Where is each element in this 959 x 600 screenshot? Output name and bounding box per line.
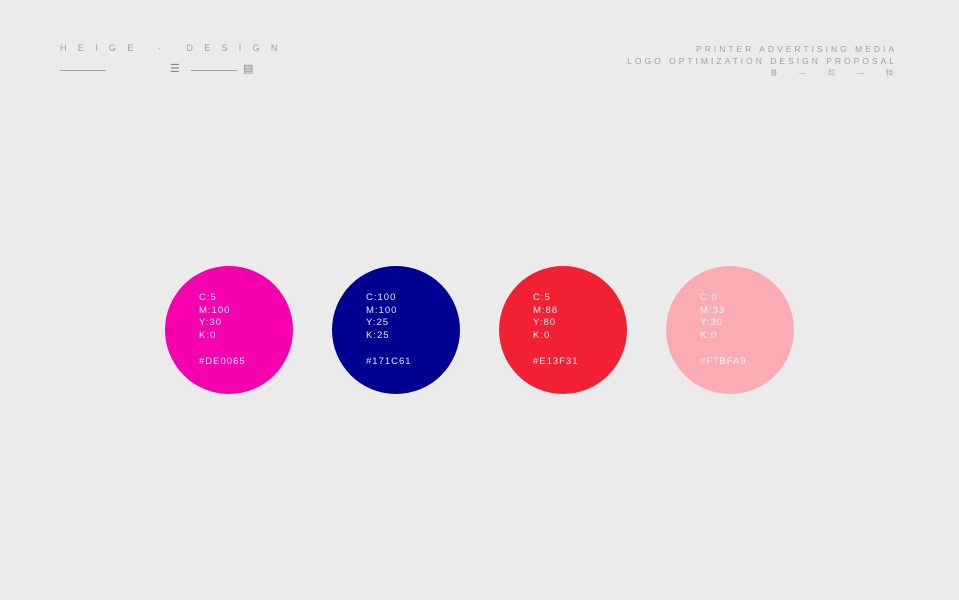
brand-title: HEIGE · DESIGN — [60, 43, 289, 53]
cmyk-k: K:0 — [700, 329, 718, 341]
hex-code: #E13F31 — [533, 356, 579, 368]
cmyk-m: M:100 — [366, 304, 398, 316]
cmyk-k: K:25 — [366, 329, 390, 341]
hex-code: #F7BFA9 — [700, 356, 747, 368]
swatch-values: C:0 M:33 Y:30 K:0 #F7BFA9 — [700, 292, 747, 369]
swatch-values: C:5 M:100 Y:30 K:0 #DE0065 — [199, 292, 246, 369]
header-line-2: LOGO OPTIMIZATION DESIGN PROPOSAL — [627, 56, 897, 66]
color-swatch: C:5 M:88 Y:80 K:0 #E13F31 — [499, 266, 627, 394]
header-line-1: PRINTER ADVERTISING MEDIA — [696, 44, 897, 54]
cmyk-y: Y:80 — [533, 317, 557, 329]
color-swatch: C:0 M:33 Y:30 K:0 #F7BFA9 — [666, 266, 794, 394]
cmyk-y: Y:30 — [700, 317, 724, 329]
cmyk-k: K:0 — [533, 329, 551, 341]
divider — [60, 70, 106, 71]
cmyk-c: C:5 — [533, 292, 551, 303]
cmyk-c: C:0 — [700, 292, 718, 303]
cmyk-m: M:33 — [700, 304, 726, 316]
color-swatch: C:100 M:100 Y:25 K:25 #171C61 — [332, 266, 460, 394]
cmyk-m: M:100 — [199, 304, 231, 316]
cmyk-c: C:100 — [366, 292, 397, 303]
list-icon: ☰ — [170, 63, 180, 75]
cmyk-k: K:0 — [199, 329, 217, 341]
cmyk-y: Y:30 — [199, 317, 223, 329]
hex-code: #DE0065 — [199, 356, 246, 368]
divider — [191, 70, 237, 71]
swatch-values: C:5 M:88 Y:80 K:0 #E13F31 — [533, 292, 579, 369]
color-swatch: C:5 M:100 Y:30 K:0 #DE0065 — [165, 266, 293, 394]
header-line-3: 普 — 印 — 特 — [770, 70, 903, 77]
image-icon: ▤ — [243, 63, 254, 75]
hex-code: #171C61 — [366, 356, 412, 368]
swatch-values: C:100 M:100 Y:25 K:25 #171C61 — [366, 292, 412, 369]
cmyk-m: M:88 — [533, 304, 559, 316]
cmyk-c: C:5 — [199, 292, 217, 303]
cmyk-y: Y:25 — [366, 317, 390, 329]
